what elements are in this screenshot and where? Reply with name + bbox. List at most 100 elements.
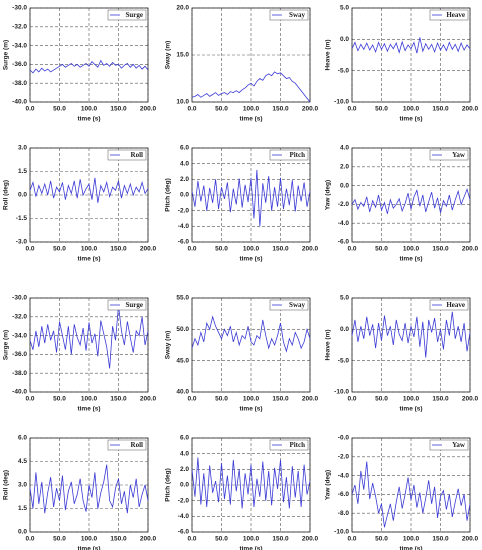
y-tick-label: -4.0	[338, 472, 350, 479]
y-tick-label: 2.0	[180, 466, 189, 473]
plot-frame	[351, 7, 471, 103]
y-tick-label: 0.0	[340, 182, 349, 189]
y-axis-label: Surge (m)	[3, 40, 10, 70]
x-tick-label: 150.0	[272, 246, 289, 253]
x-axis-label: time (s)	[77, 546, 100, 550]
x-tick-label: 50.0	[53, 106, 66, 113]
y-tick-label: 6.0	[180, 435, 189, 442]
x-tick-label: 100.0	[81, 246, 98, 253]
x-tick-label: 200.0	[462, 536, 479, 543]
data-line	[351, 37, 471, 54]
legend-label: Heave	[446, 301, 465, 309]
x-tick-label: 0.0	[25, 106, 34, 113]
y-tick-label: -32.0	[12, 314, 27, 321]
legend-box	[429, 9, 469, 21]
x-tick-label: 200.0	[140, 396, 157, 403]
data-line	[191, 315, 311, 353]
y-tick-label: 6.0	[180, 145, 189, 152]
x-tick-label: 50.0	[53, 396, 66, 403]
x-tick-label: 0.0	[347, 396, 356, 403]
y-tick-label: 0.0	[340, 36, 349, 43]
legend-box	[107, 149, 147, 161]
x-tick-label: 50.0	[215, 396, 228, 403]
x-tick-label: 150.0	[272, 536, 289, 543]
y-axis-label: Yaw (deg)	[325, 180, 332, 210]
x-tick-label: 200.0	[302, 246, 319, 253]
x-tick-label: 0.0	[187, 536, 196, 543]
y-tick-label: -32.0	[12, 24, 27, 31]
y-axis-label: Heave (m)	[325, 39, 332, 70]
x-tick-label: 50.0	[375, 536, 388, 543]
data-line	[29, 464, 149, 514]
y-axis-label: Sway (m)	[165, 41, 172, 70]
subplot: 0.0 50.0 100.0 150.0 200.0 -10.0 -8.0 -6.0 -4.0 -…	[325, 435, 479, 550]
y-tick-label: -8.0	[338, 510, 350, 517]
y-tick-label: 40.0	[176, 389, 189, 396]
x-axis-label: time (s)	[399, 116, 422, 123]
y-tick-label: -6.0	[338, 239, 350, 246]
y-tick-label: 4.0	[180, 450, 189, 457]
x-tick-label: 200.0	[302, 396, 319, 403]
y-tick-label: 5.0	[340, 5, 349, 12]
y-tick-label: 4.5	[18, 458, 27, 465]
y-tick-label: 4.0	[180, 160, 189, 167]
y-tick-label: 0.0	[18, 192, 27, 199]
subplot: 0.0 50.0 100.0 150.0 200.0 -6.0 -4.0 -2.0 0.0 2.0…	[165, 145, 319, 263]
subplot: 0.0 50.0 100.0 150.0 200.0 0.0 1.5 3.0 4.5 6.0 tim…	[3, 435, 157, 550]
legend-label: Sway	[289, 11, 305, 19]
subplot: 0.0 50.0 100.0 150.0 200.0 10.0 15.0 20.0 time (…	[165, 5, 319, 123]
x-tick-label: 0.0	[25, 536, 34, 543]
y-tick-label: -5.0	[338, 357, 350, 364]
y-axis-label: Yaw (deg)	[325, 470, 332, 500]
plot-frame	[191, 437, 311, 533]
subplot: 0.0 50.0 100.0 150.0 200.0 -6.0 -4.0 -2.0 0.0 2.0…	[325, 145, 479, 263]
data-line	[29, 59, 149, 74]
x-tick-label: 50.0	[215, 106, 228, 113]
y-axis-label: Pitch (deg)	[165, 178, 172, 212]
y-tick-label: -4.0	[178, 223, 190, 230]
y-tick-label: -6.0	[178, 239, 190, 246]
x-tick-label: 50.0	[375, 246, 388, 253]
legend-label: Pitch	[289, 151, 305, 159]
y-tick-label: 3.0	[18, 145, 27, 152]
legend-box	[269, 439, 309, 451]
y-tick-label: 45.0	[176, 357, 189, 364]
x-tick-label: 200.0	[462, 396, 479, 403]
y-tick-label: -10.0	[334, 529, 349, 536]
y-tick-label: -2.0	[178, 497, 190, 504]
plot-frame	[351, 297, 471, 393]
y-tick-label: -34.0	[12, 332, 27, 339]
x-tick-label: 50.0	[375, 396, 388, 403]
legend-box	[429, 149, 469, 161]
data-line	[351, 461, 471, 528]
y-tick-label: -2.0	[338, 454, 350, 461]
y-tick-label: 0.0	[180, 192, 189, 199]
x-tick-label: 150.0	[110, 536, 127, 543]
data-line	[191, 71, 311, 103]
x-tick-label: 150.0	[272, 106, 289, 113]
legend-box	[107, 9, 147, 21]
y-tick-label: -6.0	[178, 529, 190, 536]
data-line	[191, 169, 311, 227]
subplot: 0.0 50.0 100.0 150.0 200.0 -6.0 -4.0 -2.0 0.0 2.0…	[165, 435, 319, 550]
legend-label: Surge	[126, 301, 144, 309]
x-tick-label: 150.0	[432, 106, 449, 113]
x-tick-label: 100.0	[243, 246, 260, 253]
legend-label: Roll	[131, 441, 144, 449]
y-tick-label: -34.0	[12, 42, 27, 49]
x-tick-label: 100.0	[243, 536, 260, 543]
x-tick-label: 0.0	[25, 246, 34, 253]
x-axis-label: time (s)	[239, 116, 262, 123]
y-axis-label: Surge (m)	[3, 330, 10, 360]
x-tick-label: 0.0	[347, 246, 356, 253]
y-tick-label: -2.0	[338, 201, 350, 208]
x-tick-label: 50.0	[375, 106, 388, 113]
y-tick-label: -30.0	[12, 295, 27, 302]
subplot: 0.0 50.0 100.0 150.0 200.0 40.0 45.0 50.0 55.0 ti…	[165, 295, 319, 413]
y-tick-label: -30.0	[12, 5, 27, 12]
y-tick-label: -40.0	[12, 389, 27, 396]
data-line	[29, 177, 149, 203]
y-tick-label: -3.0	[16, 239, 28, 246]
plot-frame	[351, 437, 471, 533]
legend-label: Roll	[131, 151, 144, 159]
